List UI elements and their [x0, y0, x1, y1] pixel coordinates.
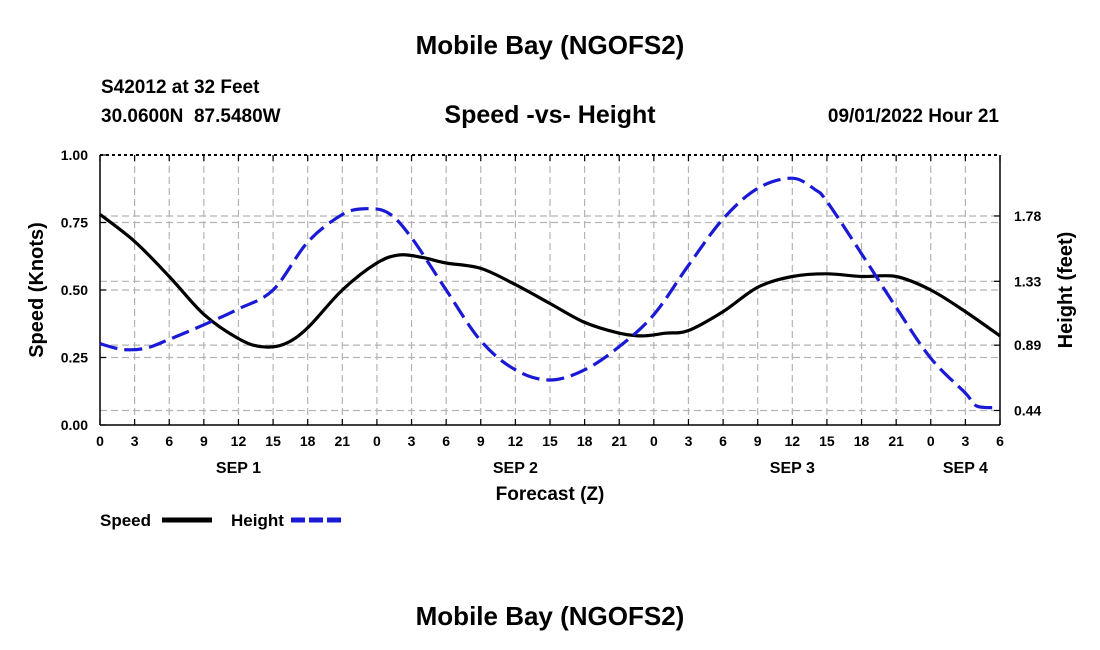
x-tick-label: 12: [231, 433, 247, 449]
x-tick-label: 18: [300, 433, 316, 449]
y-tick-label: 0.75: [61, 215, 88, 231]
y2-tick-label: 0.89: [1014, 337, 1041, 353]
x-day-label: SEP 4: [943, 460, 988, 477]
x-tick-label: 9: [754, 433, 762, 449]
x-day-label: SEP 3: [770, 460, 815, 477]
x-tick-label: 3: [961, 433, 969, 449]
x-tick-label: 0: [96, 433, 104, 449]
x-tick-label: 0: [650, 433, 658, 449]
x-tick-label: 21: [888, 433, 904, 449]
y2-tick-label: 0.44: [1014, 402, 1041, 418]
y2-tick-label: 1.33: [1014, 273, 1041, 289]
y2-tick-label: 1.78: [1014, 208, 1041, 224]
x-tick-label: 6: [996, 433, 1004, 449]
x-tick-label: 0: [927, 433, 935, 449]
x-axis-label: Forecast (Z): [496, 484, 605, 505]
legend-height-label: Height: [231, 511, 284, 530]
y-axis-label: Speed (Knots): [26, 222, 48, 358]
page-title-bottom: Mobile Bay (NGOFS2): [415, 601, 685, 631]
x-tick-label: 9: [200, 433, 208, 449]
series-lines: [99, 176, 1001, 410]
x-tick-label: 0: [373, 433, 381, 449]
ticks: 0 3 6 9 12 15 18 21 0 3 6 9 12 15 18 21 0 3 6 9 12 15 18 21 0 3 6S…: [61, 147, 1042, 477]
y-tick-label: 0.50: [61, 282, 88, 298]
x-tick-label: 12: [508, 433, 524, 449]
x-tick-label: 21: [611, 433, 627, 449]
x-tick-label: 6: [719, 433, 727, 449]
y-tick-label: 1.00: [61, 147, 88, 163]
x-tick-label: 3: [131, 433, 139, 449]
legend: Speed Height: [100, 511, 343, 530]
x-tick-label: 18: [854, 433, 870, 449]
chart-title: Speed -vs- Height: [444, 101, 656, 129]
legend-speed-label: Speed: [100, 511, 151, 530]
x-tick-label: 15: [265, 433, 281, 449]
x-tick-label: 21: [335, 433, 351, 449]
y-tick-label: 0.00: [61, 417, 88, 433]
x-tick-label: 9: [477, 433, 485, 449]
x-tick-label: 3: [408, 433, 416, 449]
x-tick-label: 12: [785, 433, 801, 449]
x-day-label: SEP 1: [216, 460, 261, 477]
page-title-top: Mobile Bay (NGOFS2): [415, 30, 685, 60]
x-tick-label: 15: [819, 433, 835, 449]
forecast-timestamp: 09/01/2022 Hour 21: [827, 106, 999, 127]
grid-lines: [100, 155, 1000, 425]
series-line-height: [99, 176, 1001, 410]
y-tick-label: 0.25: [61, 350, 88, 366]
x-tick-label: 6: [442, 433, 450, 449]
x-day-label: SEP 2: [493, 460, 538, 477]
x-tick-label: 15: [542, 433, 558, 449]
x-tick-label: 6: [165, 433, 173, 449]
x-tick-label: 3: [685, 433, 693, 449]
series-line-speed: [99, 213, 1001, 349]
station-id: S42012 at 32 Feet: [101, 77, 260, 98]
y2-axis-label: Height (feet): [1055, 232, 1077, 349]
station-coordinates: 30.0600N 87.5480W: [101, 106, 281, 127]
x-tick-label: 18: [577, 433, 593, 449]
